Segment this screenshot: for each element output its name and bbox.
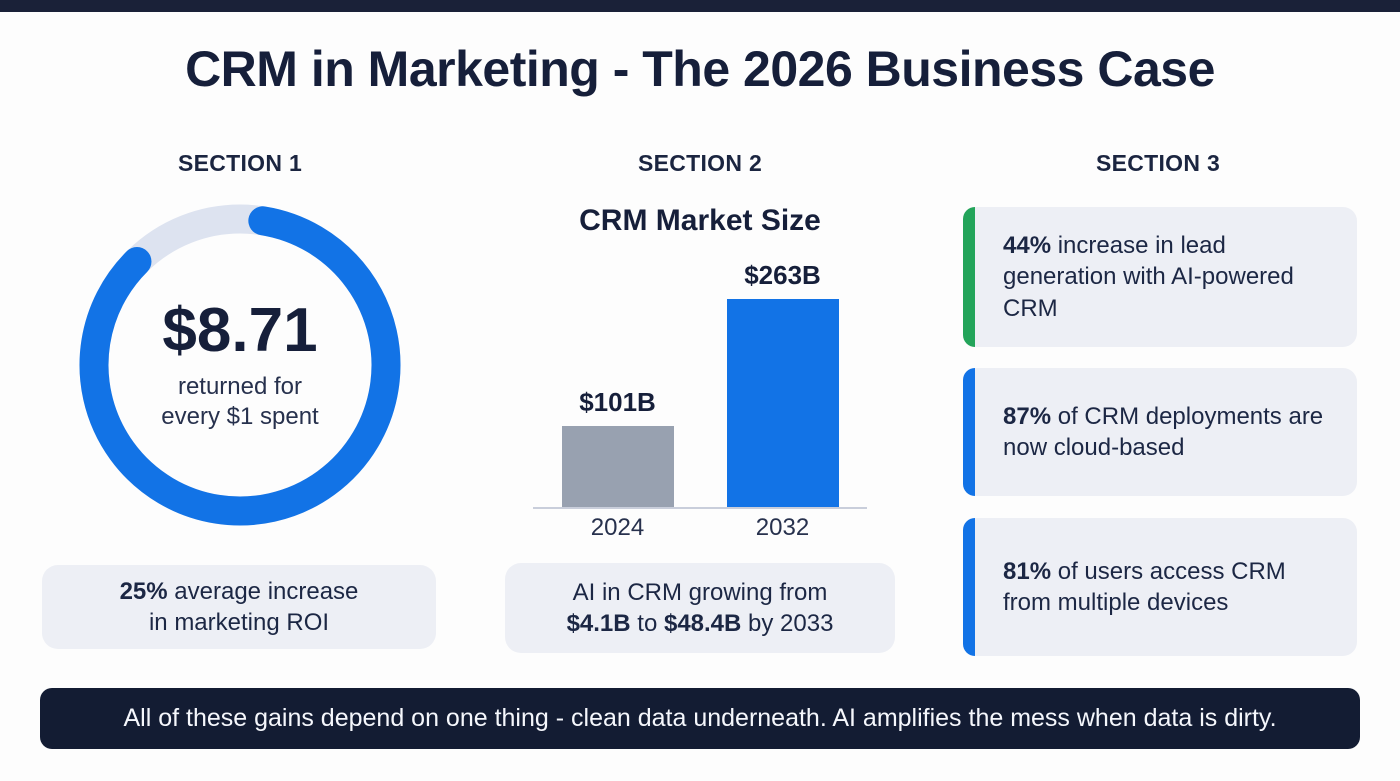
accent-bar <box>963 518 975 656</box>
roi-stat-line-2: in marketing ROI <box>148 609 330 636</box>
bar-group-2032: $263B <box>700 260 865 507</box>
ai-growth-end: by 2033 <box>741 610 834 637</box>
x-axis-line <box>533 507 867 509</box>
bar <box>726 299 839 507</box>
footer-text: All of these gains depend on one thing -… <box>123 704 1277 732</box>
top-strip <box>0 0 1400 12</box>
stat-percent: 81% <box>1003 557 1052 585</box>
stat-card-lead-generation: 44% increase in lead generation with AI-… <box>963 207 1357 347</box>
stat-description: of CRM deployments are now cloud-based <box>1003 402 1324 461</box>
roi-stat-line-1: 25% average increase <box>120 576 359 607</box>
section-1-label: SECTION 1 <box>177 150 303 176</box>
stat-card-text: 81% of users access CRM from multiple de… <box>1003 556 1335 618</box>
stat-card-text: 44% increase in lead generation with AI-… <box>1003 230 1335 324</box>
market-size-bar-chart: $101B $263B <box>535 260 865 507</box>
roi-stat-text: average increase <box>167 577 359 605</box>
stat-card-cloud-based: 87% of CRM deployments are now cloud-bas… <box>963 368 1357 496</box>
roi-donut-chart: $8.71 returned for every $1 spent <box>75 200 405 530</box>
bar-value-2032: $263B <box>744 260 821 290</box>
accent-bar <box>963 207 975 347</box>
bar-value-2024: $101B <box>579 387 656 417</box>
stat-description: of users access CRM from multiple device… <box>1003 557 1286 616</box>
donut-arc <box>79 204 401 526</box>
roi-stat-bold: 25% <box>119 577 168 605</box>
page-title: CRM in Marketing - The 2026 Business Cas… <box>185 41 1215 97</box>
stat-percent: 44% <box>1003 232 1052 260</box>
donut-center-text: $8.71 returned for every $1 spent <box>75 200 405 530</box>
ai-growth-from: $4.1B <box>566 610 631 637</box>
section-3-label: SECTION 3 <box>1095 150 1221 176</box>
ai-growth-to: $48.4B <box>663 610 742 637</box>
donut-caption-line-1: returned for <box>177 372 303 400</box>
stat-description: increase in lead generation with AI-powe… <box>1003 232 1294 322</box>
bar <box>561 426 674 507</box>
x-axis-labels: 2024 2032 <box>535 514 865 542</box>
accent-bar <box>963 368 975 496</box>
x-tick-2032: 2032 <box>755 514 810 541</box>
footer-banner: All of these gains depend on one thing -… <box>40 688 1360 749</box>
bar-chart-title: CRM Market Size <box>579 204 821 237</box>
bar-group-2024: $101B <box>535 260 700 507</box>
donut-caption-line-2: every $1 spent <box>161 402 319 430</box>
donut-value: $8.71 <box>162 296 318 366</box>
x-tick-2024: 2024 <box>590 514 645 541</box>
stat-card-multiple-devices: 81% of users access CRM from multiple de… <box>963 518 1357 656</box>
section-2-label: SECTION 2 <box>637 150 763 176</box>
donut-svg <box>79 204 401 526</box>
stat-percent: 87% <box>1003 402 1052 430</box>
ai-growth-line-2: $4.1B to $48.4B by 2033 <box>567 608 834 639</box>
roi-stat-card: 25% average increase in marketing ROI <box>42 565 436 649</box>
stat-card-text: 87% of CRM deployments are now cloud-bas… <box>1003 401 1335 463</box>
ai-growth-line-1: AI in CRM growing from <box>572 578 828 606</box>
ai-growth-mid: to <box>630 610 664 637</box>
ai-growth-card: AI in CRM growing from $4.1B to $48.4B b… <box>505 563 895 653</box>
